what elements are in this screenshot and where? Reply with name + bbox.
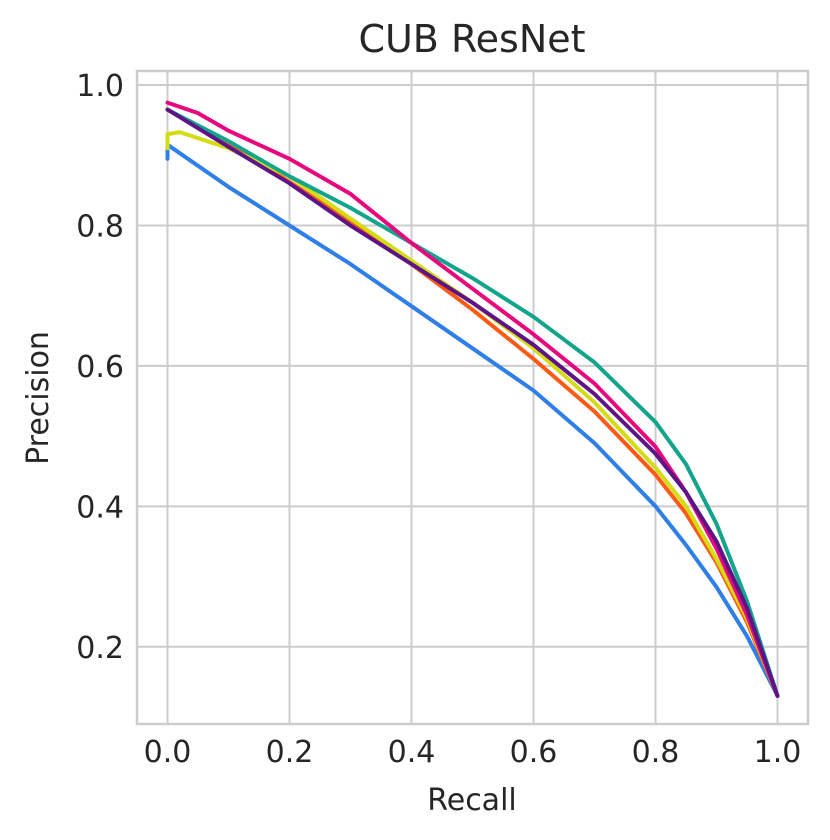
- y-axis-label: Precision: [21, 331, 56, 465]
- x-tick-label: 0.8: [632, 735, 680, 770]
- x-tick-label: 0.2: [266, 735, 314, 770]
- chart-title: CUB ResNet: [358, 17, 585, 61]
- y-tick-label: 1.0: [76, 69, 124, 104]
- plot-frame: [135, 69, 810, 726]
- y-tick-label: 0.2: [76, 631, 124, 666]
- series-line-3: [165, 130, 780, 698]
- y-tick-label: 0.8: [76, 209, 124, 244]
- x-tick-label: 0.0: [144, 735, 192, 770]
- series-line-4: [165, 107, 780, 698]
- x-axis-label: Recall: [427, 783, 517, 818]
- x-tick-label: 0.6: [510, 735, 558, 770]
- series-line-6: [165, 107, 780, 698]
- x-tick-label: 1.0: [754, 735, 802, 770]
- series-line-5: [165, 100, 780, 698]
- x-tick-label: 0.4: [388, 735, 436, 770]
- series-line-2: [165, 107, 780, 698]
- y-tick-label: 0.6: [76, 350, 124, 385]
- y-tick-label: 0.4: [76, 490, 124, 525]
- series-line-1: [165, 142, 780, 698]
